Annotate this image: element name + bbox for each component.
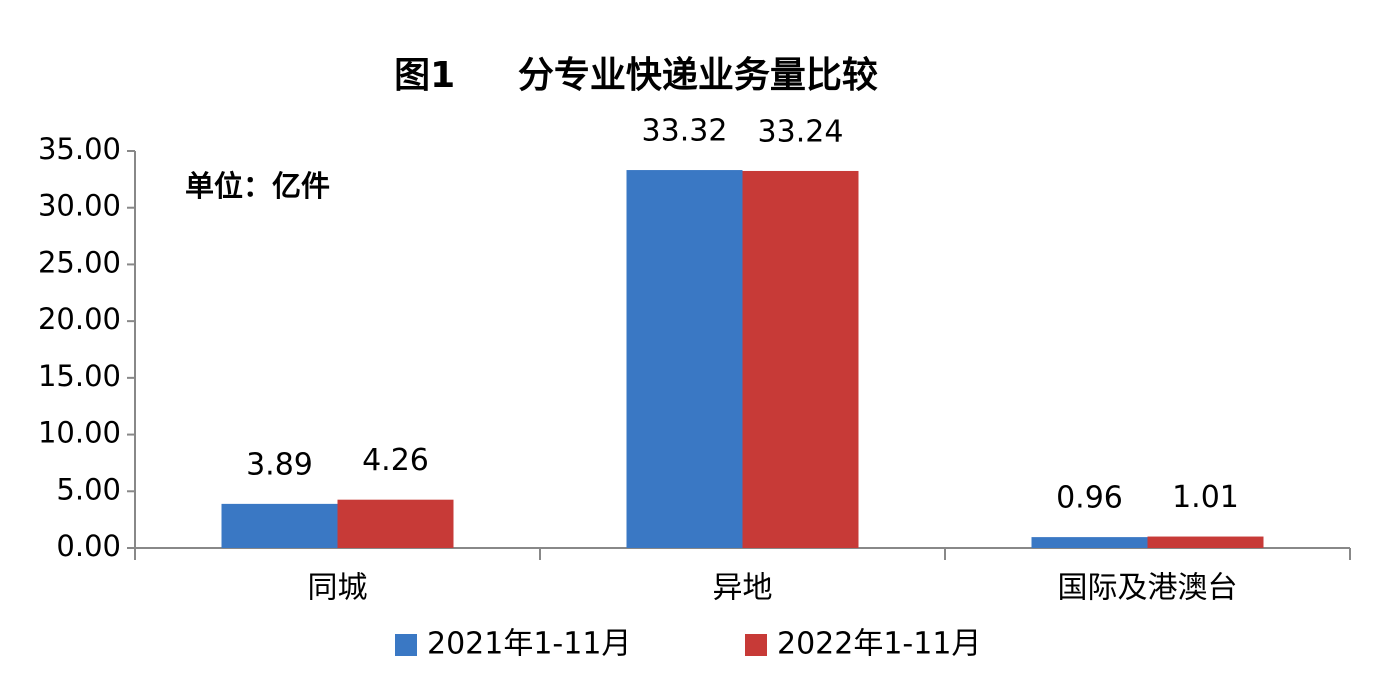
legend-label: 2022年1-11月: [777, 627, 981, 662]
bar: [337, 499, 454, 548]
y-tick-label: 25.00: [38, 245, 121, 279]
y-tick-label: 30.00: [38, 189, 121, 223]
y-tick-label: 15.00: [38, 359, 121, 393]
y-tick-label: 35.00: [38, 132, 121, 166]
chart-title: 图1 分专业快递业务量比较: [394, 55, 878, 96]
data-label: 1.01: [1172, 480, 1239, 515]
bar: [626, 170, 743, 548]
bar: [1147, 536, 1264, 548]
data-label: 0.96: [1056, 481, 1123, 516]
y-tick-label: 0.00: [56, 529, 121, 563]
data-label: 33.24: [758, 114, 844, 149]
bar: [221, 503, 338, 548]
legend-swatch: [395, 634, 417, 656]
y-tick-label: 10.00: [38, 416, 121, 450]
x-tick-label: 同城: [308, 571, 368, 606]
data-label: 4.26: [362, 443, 429, 478]
data-label: 33.32: [642, 114, 728, 149]
legend-swatch: [745, 634, 767, 656]
legend-label: 2021年1-11月: [427, 627, 631, 662]
bar: [1031, 537, 1148, 548]
y-tick-label: 5.00: [56, 472, 121, 506]
annotation: 单位：亿件: [185, 169, 330, 203]
bar: [742, 170, 859, 548]
data-label: 3.89: [246, 447, 313, 482]
x-tick-label: 异地: [713, 571, 773, 606]
x-tick-label: 国际及港澳台: [1058, 571, 1238, 606]
y-tick-label: 20.00: [38, 302, 121, 336]
